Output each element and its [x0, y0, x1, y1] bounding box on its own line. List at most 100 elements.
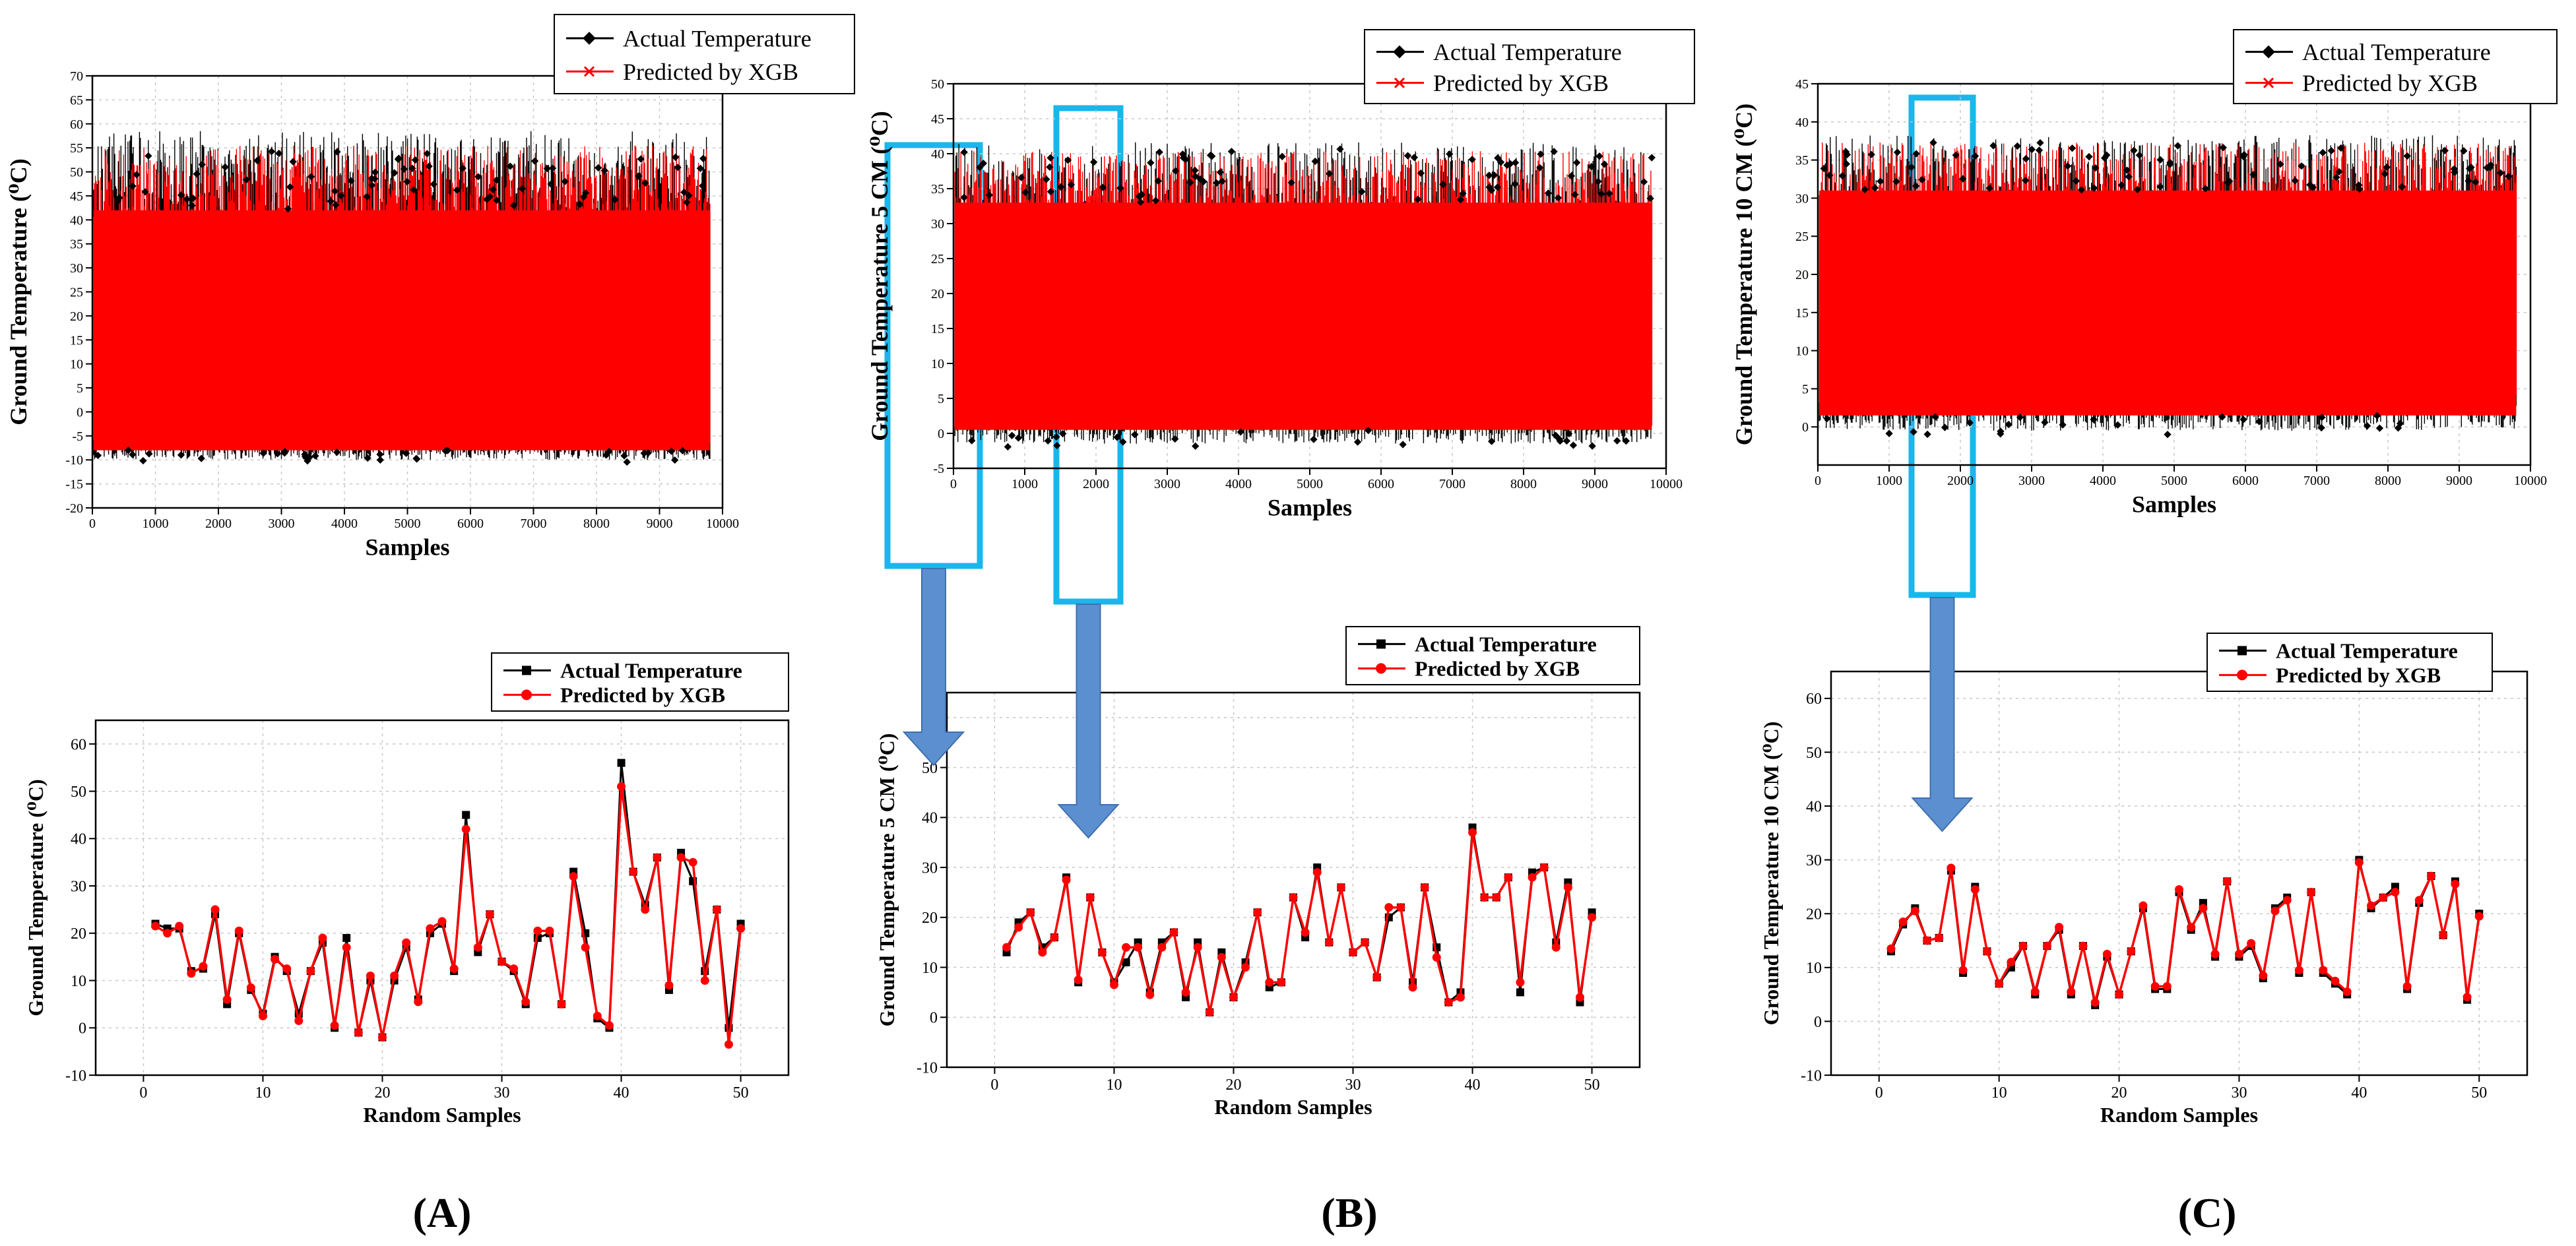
actual-markers: [960, 145, 1656, 451]
actual-marker: [425, 162, 433, 170]
x-tick-label: 7000: [521, 516, 547, 531]
actual-marker: [333, 148, 341, 156]
actual-marker: [1605, 189, 1613, 198]
y-tick-label: 20: [1806, 906, 1822, 923]
x-tick-label: 9000: [2446, 474, 2472, 488]
panel-label-b: (B): [1321, 1189, 1377, 1236]
predicted-point: [449, 964, 459, 974]
x-ticks: 0 10 20 30 40 50: [139, 1075, 749, 1102]
predicted-point: [593, 1011, 602, 1020]
y-tick-label: 10: [922, 960, 938, 977]
legend-label: Predicted by XGB: [1433, 70, 1609, 96]
predicted-point: [1014, 923, 1023, 932]
actual-marker: [2375, 424, 2384, 432]
actual-marker: [1278, 152, 1286, 161]
predicted-point: [2294, 966, 2303, 975]
actual-marker: [2125, 173, 2133, 181]
y-ticks: -5 0 5 10 15 20 25 30 35 40 45 50: [931, 77, 953, 476]
actual-marker: [1511, 180, 1519, 188]
predicted-point: [736, 924, 746, 933]
predicted-point: [210, 905, 220, 914]
actual-marker: [408, 164, 416, 172]
actual-marker: [1594, 177, 1602, 185]
actual-marker: [188, 201, 196, 210]
x-tick-label: 6000: [1368, 477, 1394, 491]
actual-marker: [1929, 139, 1937, 146]
x-tick-label: 7000: [2303, 474, 2330, 488]
actual-marker: [1923, 430, 1931, 439]
legend-box: [491, 652, 789, 712]
actual-marker: [1820, 164, 1828, 173]
actual-marker: [531, 157, 539, 165]
predicted-point: [1432, 952, 1441, 962]
predicted-point: [2199, 904, 2208, 913]
actual-marker: [1646, 195, 1654, 202]
actual-marker: [1135, 192, 1143, 201]
legend-box: [1345, 626, 1640, 685]
x-tick-label: 40: [2351, 1084, 2367, 1102]
actual-marker: [696, 164, 705, 172]
actual-marker: [1989, 142, 1997, 150]
actual-marker: [1154, 177, 1162, 185]
predicted-point: [724, 1040, 733, 1049]
predicted-point: [2055, 923, 2064, 932]
charts-layer: 0 1000 2000 3000 4000 5000 6000 7000 8000 9000 100…: [5, 14, 2558, 1127]
actual-marker: [1600, 160, 1609, 168]
actual-marker: [1544, 189, 1553, 197]
actual-marker: [2333, 173, 2340, 181]
legend-label: Predicted by XGB: [1415, 657, 1580, 681]
x-tick-label: 50: [2471, 1084, 2487, 1102]
predicted-point: [377, 1033, 387, 1042]
series-predicted-line: [1890, 862, 2480, 1003]
actual-markers: [1820, 139, 2513, 439]
actual-marker: [683, 199, 691, 206]
series-actual-points: [1886, 856, 2484, 1009]
predicted-point: [426, 924, 435, 933]
predicted-point: [282, 964, 292, 974]
predicted-point: [521, 997, 531, 1007]
predicted-point: [1384, 903, 1394, 912]
actual-marker: [364, 454, 371, 462]
y-tick-label: 20: [70, 309, 83, 324]
actual-marker: [1871, 184, 1879, 192]
actual-marker: [1414, 195, 1422, 203]
y-tick-label: 60: [70, 117, 83, 132]
actual-marker: [2123, 166, 2131, 174]
predicted-point: [557, 999, 566, 1009]
x-axis-label: Samples: [2132, 491, 2216, 517]
actual-marker: [2487, 161, 2495, 169]
actual-marker: [1459, 189, 1467, 198]
actual-marker: [2335, 168, 2343, 176]
series-actual-line: [1890, 859, 2480, 1006]
x-tick-label: 4000: [331, 516, 358, 531]
series-predicted-peaks: [1819, 142, 2517, 416]
predicted-point: [2391, 888, 2400, 897]
actual-marker: [1595, 152, 1603, 160]
predicted-point: [1217, 952, 1226, 962]
predicted-point: [1324, 938, 1334, 947]
actual-marker: [376, 451, 384, 458]
actual-marker: [193, 170, 201, 178]
y-axis-label: Ground Temperature 5 CM (⁰C): [875, 733, 899, 1027]
actual-marker: [1892, 177, 1900, 185]
legend-label: Actual Temperature: [560, 659, 742, 683]
predicted-point: [1062, 875, 1071, 885]
x-tick-label: 10: [1106, 1076, 1122, 1094]
predicted-point: [187, 969, 196, 978]
actual-marker: [1493, 183, 1502, 191]
actual-marker: [581, 189, 590, 197]
predicted-point: [2439, 931, 2448, 940]
actual-marker: [1468, 156, 1476, 164]
y-tick-label: 5: [1802, 382, 1809, 396]
legend-marker-square: [522, 666, 531, 675]
x-tick-label: 20: [1225, 1076, 1241, 1094]
actual-marker: [1446, 150, 1454, 158]
predicted-point: [617, 782, 626, 791]
actual-marker: [1191, 172, 1200, 181]
x-tick-label: 9000: [1582, 477, 1608, 491]
predicted-point: [2042, 941, 2051, 950]
actual-marker: [124, 447, 133, 454]
actual-marker: [221, 163, 229, 171]
actual-marker: [1399, 441, 1407, 449]
